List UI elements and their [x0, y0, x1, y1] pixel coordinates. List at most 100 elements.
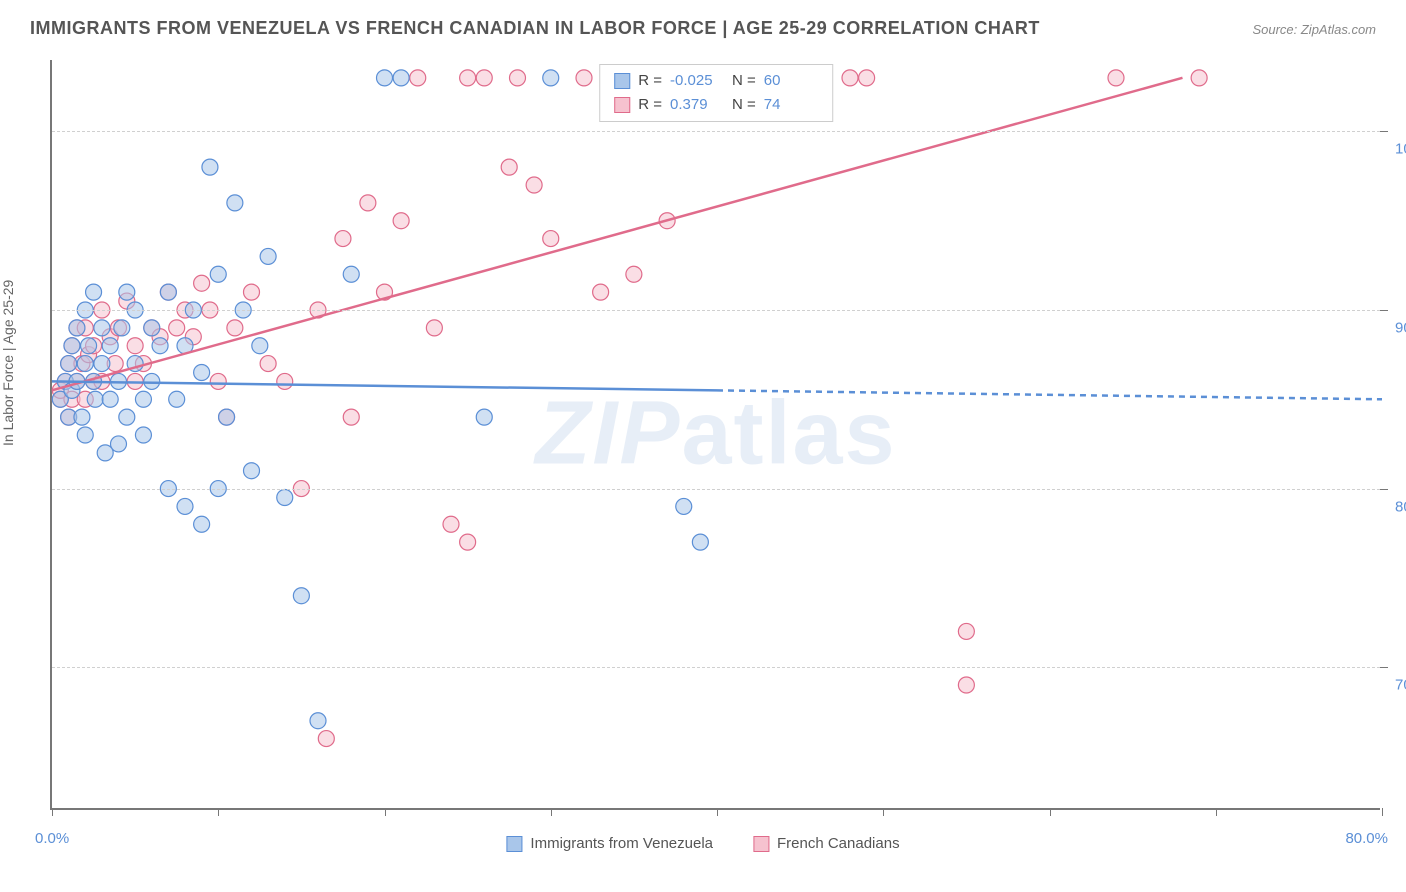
scatter-point [476, 409, 492, 425]
scatter-point [102, 338, 118, 354]
scatter-point [194, 516, 210, 532]
scatter-point [377, 70, 393, 86]
scatter-point [343, 409, 359, 425]
swatch-french-bottom [753, 836, 769, 852]
y-tick [1380, 667, 1388, 668]
scatter-point [526, 177, 542, 193]
scatter-point [958, 623, 974, 639]
scatter-point [343, 266, 359, 282]
x-tick [385, 808, 386, 816]
scatter-point [443, 516, 459, 532]
scatter-point [476, 70, 492, 86]
scatter-point [87, 391, 103, 407]
scatter-point [842, 70, 858, 86]
n-value-french: 74 [764, 93, 818, 117]
scatter-point [169, 320, 185, 336]
scatter-point [194, 365, 210, 381]
x-axis-min-label: 0.0% [35, 830, 69, 847]
y-tick-label: 80.0% [1395, 498, 1406, 515]
scatter-point [119, 284, 135, 300]
scatter-point [260, 356, 276, 372]
scatter-point [144, 320, 160, 336]
scatter-point [510, 70, 526, 86]
scatter-point [61, 356, 77, 372]
scatter-point [86, 284, 102, 300]
scatter-point [94, 356, 110, 372]
scatter-point [1108, 70, 1124, 86]
scatter-point [310, 713, 326, 729]
grid-line [52, 667, 1380, 668]
scatter-point [293, 588, 309, 604]
scatter-point [460, 534, 476, 550]
x-tick [1050, 808, 1051, 816]
scatter-point [692, 534, 708, 550]
stats-row-venezuela: R = -0.025 N = 60 [614, 69, 818, 93]
chart-svg [52, 60, 1380, 808]
scatter-point [958, 677, 974, 693]
scatter-point [335, 231, 351, 247]
scatter-point [210, 266, 226, 282]
y-tick [1380, 489, 1388, 490]
n-label: N = [732, 69, 756, 93]
trend-line [717, 390, 1382, 399]
scatter-point [77, 427, 93, 443]
r-label: R = [638, 93, 662, 117]
scatter-point [426, 320, 442, 336]
y-tick [1380, 131, 1388, 132]
scatter-point [81, 338, 97, 354]
scatter-point [94, 320, 110, 336]
scatter-point [177, 498, 193, 514]
scatter-point [244, 284, 260, 300]
scatter-point [460, 70, 476, 86]
chart-title: IMMIGRANTS FROM VENEZUELA VS FRENCH CANA… [30, 18, 1040, 39]
r-label: R = [638, 69, 662, 93]
scatter-point [144, 373, 160, 389]
scatter-point [244, 463, 260, 479]
x-tick [1216, 808, 1217, 816]
scatter-point [1191, 70, 1207, 86]
legend-label-venezuela: Immigrants from Venezuela [530, 835, 713, 852]
scatter-point [135, 427, 151, 443]
scatter-point [859, 70, 875, 86]
scatter-point [127, 338, 143, 354]
scatter-point [260, 248, 276, 264]
scatter-point [593, 284, 609, 300]
swatch-french [614, 97, 630, 113]
source-attribution: Source: ZipAtlas.com [1252, 22, 1376, 37]
scatter-point [210, 373, 226, 389]
grid-line [52, 131, 1380, 132]
stats-legend-box: R = -0.025 N = 60 R = 0.379 N = 74 [599, 64, 833, 122]
n-value-venezuela: 60 [764, 69, 818, 93]
scatter-point [410, 70, 426, 86]
x-tick [1382, 808, 1383, 816]
legend-label-french: French Canadians [777, 835, 900, 852]
plot-area: ZIPatlas R = -0.025 N = 60 R = 0.379 N =… [50, 60, 1380, 810]
scatter-point [626, 266, 642, 282]
scatter-point [202, 159, 218, 175]
stats-row-french: R = 0.379 N = 74 [614, 93, 818, 117]
x-tick [218, 808, 219, 816]
scatter-point [360, 195, 376, 211]
x-tick [717, 808, 718, 816]
scatter-point [318, 731, 334, 747]
x-tick [883, 808, 884, 816]
scatter-point [114, 320, 130, 336]
scatter-point [501, 159, 517, 175]
x-tick [551, 808, 552, 816]
y-tick [1380, 310, 1388, 311]
scatter-point [102, 391, 118, 407]
legend-item-venezuela: Immigrants from Venezuela [506, 835, 713, 852]
scatter-point [111, 436, 127, 452]
scatter-point [393, 213, 409, 229]
scatter-point [543, 231, 559, 247]
scatter-point [277, 373, 293, 389]
scatter-point [676, 498, 692, 514]
scatter-point [135, 391, 151, 407]
scatter-point [169, 391, 185, 407]
scatter-point [69, 320, 85, 336]
y-tick-label: 90.0% [1395, 320, 1406, 337]
grid-line [52, 489, 1380, 490]
scatter-point [576, 70, 592, 86]
scatter-point [74, 409, 90, 425]
scatter-point [119, 409, 135, 425]
